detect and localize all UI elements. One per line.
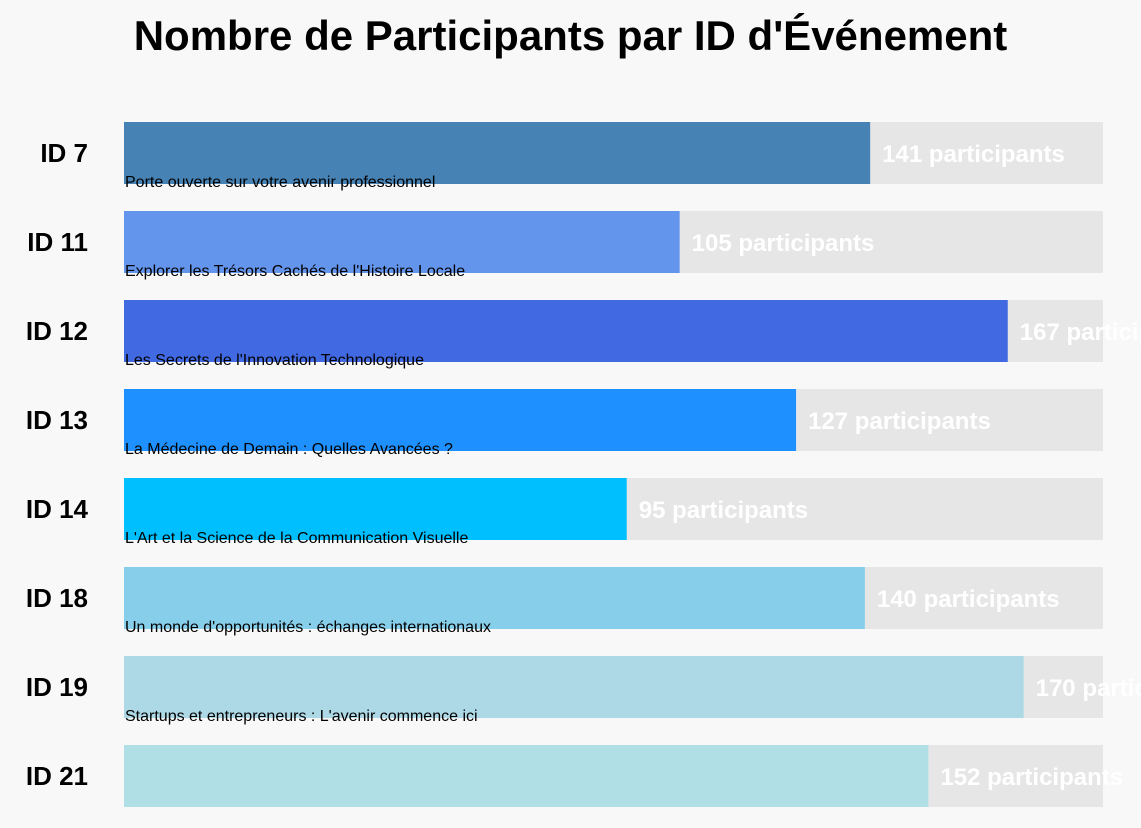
id-label: ID 19 [26, 672, 88, 702]
value-label: 141 participants [882, 141, 1065, 168]
bar [124, 745, 929, 807]
value-label: 140 participants [877, 586, 1060, 613]
bar [124, 389, 797, 451]
event-label: Explorer les Trésors Cachés de l'Histoir… [125, 263, 465, 280]
value-label: 170 participants [1036, 675, 1141, 702]
event-label: Les Secrets de l'Innovation Technologiqu… [125, 352, 424, 369]
event-label: Un monde d'opportunités : échanges inter… [125, 619, 491, 636]
value-label: 95 participants [639, 497, 808, 524]
bar [124, 300, 1008, 362]
id-label: ID 12 [26, 316, 88, 346]
event-label: Porte ouverte sur votre avenir professio… [125, 174, 435, 191]
event-label: L'Art et la Science de la Communication … [125, 530, 468, 547]
bar [124, 478, 627, 540]
chart-title: Nombre de Participants par ID d'Événemen… [133, 12, 1008, 59]
value-label: 152 participants [940, 764, 1123, 791]
bar [124, 567, 865, 629]
event-label: Startups et entrepreneurs : L'avenir com… [125, 708, 478, 725]
value-label: 167 participants [1020, 319, 1141, 346]
value-label: 127 participants [808, 408, 991, 435]
bar [124, 656, 1024, 718]
event-label: La Médecine de Demain : Quelles Avancées… [125, 441, 453, 458]
id-label: ID 11 [27, 227, 88, 257]
id-label: ID 14 [26, 494, 89, 524]
value-label: 105 participants [692, 230, 875, 257]
bar [124, 211, 680, 273]
id-label: ID 21 [26, 761, 88, 791]
id-label: ID 13 [26, 405, 88, 435]
id-label: ID 7 [40, 138, 88, 168]
id-label: ID 18 [26, 583, 88, 613]
bar [124, 122, 871, 184]
